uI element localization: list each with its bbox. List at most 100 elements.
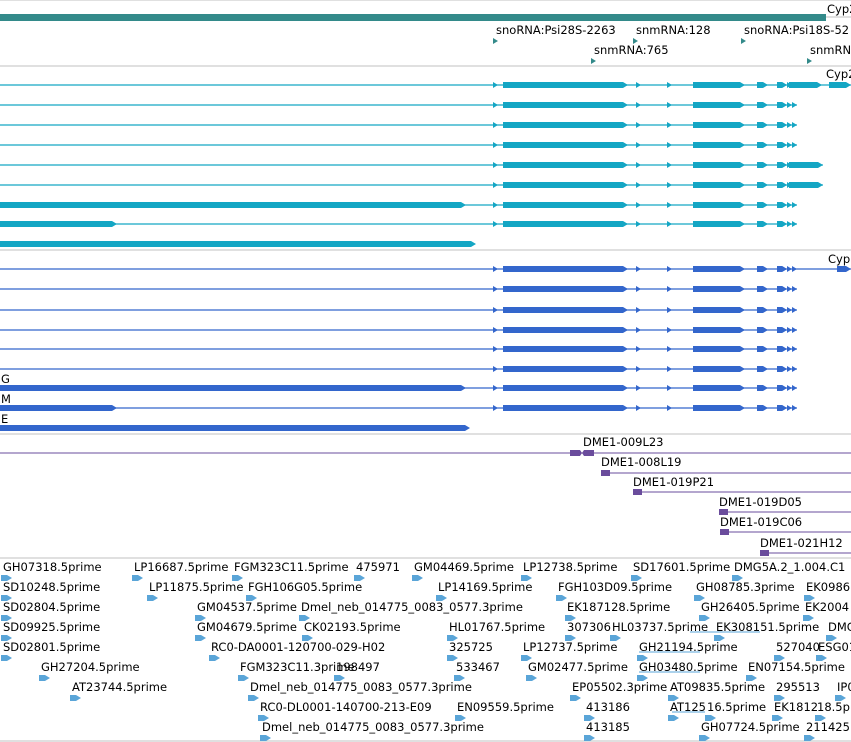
est-arrow-icon[interactable] bbox=[803, 615, 814, 621]
est-arrow-icon[interactable] bbox=[195, 635, 206, 641]
est-arrow-icon[interactable] bbox=[584, 715, 595, 721]
est-arrow-icon[interactable] bbox=[258, 715, 269, 721]
est-arrow-icon[interactable] bbox=[455, 715, 466, 721]
est-label[interactable]: FGM323C11.5prime bbox=[234, 560, 349, 574]
est-arrow-icon[interactable] bbox=[772, 715, 783, 721]
est-arrow-icon[interactable] bbox=[637, 655, 648, 661]
est-arrow-icon[interactable] bbox=[299, 615, 310, 621]
est-arrow-icon[interactable] bbox=[1, 635, 12, 641]
est-arrow-icon[interactable] bbox=[631, 575, 642, 581]
est-label[interactable]: DMG bbox=[828, 620, 851, 634]
est-label[interactable]: SD02804.5prime bbox=[3, 600, 100, 614]
est-label[interactable]: CK02193.5prime bbox=[304, 620, 401, 634]
est-arrow-icon[interactable] bbox=[1, 615, 12, 621]
est-label[interactable]: LP12738.5prime bbox=[523, 560, 617, 574]
est-arrow-icon[interactable] bbox=[570, 695, 581, 701]
est-label[interactable]: SD09925.5prime bbox=[3, 620, 100, 634]
est-arrow-icon[interactable] bbox=[209, 655, 220, 661]
est-label[interactable]: GH07724.5prime bbox=[701, 720, 800, 734]
est-label[interactable]: ESG0116 bbox=[818, 640, 851, 654]
est-label[interactable]: GH21194.5prime bbox=[639, 640, 738, 654]
est-label[interactable]: LP11875.5prime bbox=[149, 580, 243, 594]
est-arrow-icon[interactable] bbox=[699, 615, 710, 621]
gene-label[interactable]: Cyp2 bbox=[827, 2, 851, 16]
est-label[interactable]: 533467 bbox=[456, 660, 500, 674]
est-arrow-icon[interactable] bbox=[610, 635, 621, 641]
est-label[interactable]: EK187128.5prime bbox=[567, 600, 670, 614]
cdna-clone-label[interactable]: DME1-019C06 bbox=[720, 515, 802, 529]
est-arrow-icon[interactable] bbox=[521, 575, 532, 581]
cdna-clone-label[interactable]: DME1-019P21 bbox=[633, 475, 714, 489]
est-label[interactable]: 527040 bbox=[776, 640, 820, 654]
est-label[interactable]: IP0 bbox=[837, 680, 851, 694]
est-arrow-icon[interactable] bbox=[705, 715, 716, 721]
est-arrow-icon[interactable] bbox=[521, 655, 532, 661]
est-label[interactable]: SD17601.5prime bbox=[633, 560, 730, 574]
est-label[interactable]: 413185 bbox=[586, 720, 630, 734]
est-label[interactable]: DMG5A.2_1.004.C1 bbox=[734, 560, 845, 574]
gene-bar[interactable] bbox=[0, 14, 826, 21]
est-arrow-icon[interactable] bbox=[70, 695, 81, 701]
est-label[interactable]: FGH103D09.5prime bbox=[558, 580, 672, 594]
est-arrow-icon[interactable] bbox=[668, 715, 679, 721]
est-arrow-icon[interactable] bbox=[565, 635, 576, 641]
est-arrow-icon[interactable] bbox=[774, 695, 785, 701]
est-arrow-icon[interactable] bbox=[556, 595, 567, 601]
est-arrow-icon[interactable] bbox=[699, 735, 710, 741]
cdna-clone-label[interactable]: DME1-019D05 bbox=[719, 495, 802, 509]
est-arrow-icon[interactable] bbox=[668, 695, 679, 701]
est-label[interactable]: GH26405.5prime bbox=[701, 600, 800, 614]
est-label[interactable]: EK0986 bbox=[806, 580, 850, 594]
est-label[interactable]: 18.5p bbox=[817, 700, 850, 714]
est-arrow-icon[interactable] bbox=[826, 635, 837, 641]
est-label[interactable]: HL01767.5prime bbox=[449, 620, 545, 634]
est-arrow-icon[interactable] bbox=[637, 675, 648, 681]
est-label[interactable]: 325725 bbox=[449, 640, 493, 654]
est-arrow-icon[interactable] bbox=[816, 655, 827, 661]
est-arrow-icon[interactable] bbox=[246, 595, 257, 601]
ncrna-feature-label[interactable]: snoRNA:Psi28S-2263 bbox=[496, 23, 616, 37]
est-label[interactable]: EN07154.5prime bbox=[748, 660, 845, 674]
est-arrow-icon[interactable] bbox=[815, 715, 826, 721]
est-arrow-icon[interactable] bbox=[147, 595, 158, 601]
est-label[interactable]: Dmel_neb_014775_0083_0577.3prime bbox=[301, 600, 523, 614]
est-label[interactable]: GH07318.5prime bbox=[3, 560, 102, 574]
est-label[interactable]: HL03737.5prime bbox=[612, 620, 708, 634]
est-label[interactable]: 16.5prime bbox=[707, 700, 766, 714]
est-arrow-icon[interactable] bbox=[694, 595, 705, 601]
est-label[interactable]: GH08785.3prime bbox=[696, 580, 795, 594]
est-arrow-icon[interactable] bbox=[238, 675, 249, 681]
est-arrow-icon[interactable] bbox=[714, 635, 725, 641]
est-label[interactable]: RC0-DA0001-120700-029-H02 bbox=[211, 640, 385, 654]
est-label[interactable]: LP12737.5prime bbox=[523, 640, 617, 654]
est-label[interactable]: 211425 bbox=[806, 720, 850, 734]
est-arrow-icon[interactable] bbox=[232, 575, 243, 581]
est-label[interactable]: 295513 bbox=[776, 680, 820, 694]
est-label[interactable]: AT09835.5prime bbox=[670, 680, 765, 694]
est-arrow-icon[interactable] bbox=[804, 595, 815, 601]
est-arrow-icon[interactable] bbox=[454, 675, 465, 681]
est-label[interactable]: Dmel_neb_014775_0083_0577.3prime bbox=[250, 680, 472, 694]
est-arrow-icon[interactable] bbox=[526, 675, 537, 681]
est-label[interactable]: GM02477.5prime bbox=[528, 660, 628, 674]
est-arrow-icon[interactable] bbox=[132, 575, 143, 581]
est-label[interactable]: 413186 bbox=[586, 700, 630, 714]
est-label[interactable]: EN09559.5prime bbox=[457, 700, 554, 714]
ncrna-feature-label[interactable]: snmRNA bbox=[810, 43, 851, 57]
est-arrow-icon[interactable] bbox=[1, 595, 12, 601]
est-arrow-icon[interactable] bbox=[746, 675, 757, 681]
est-label[interactable]: GM04679.5prime bbox=[197, 620, 297, 634]
transcript-track-label[interactable]: Cyp bbox=[828, 252, 850, 266]
est-label[interactable]: 307306 bbox=[567, 620, 611, 634]
est-arrow-icon[interactable] bbox=[804, 735, 815, 741]
est-arrow-icon[interactable] bbox=[334, 675, 345, 681]
est-arrow-icon[interactable] bbox=[1, 655, 12, 661]
est-label[interactable]: AT125 bbox=[670, 700, 706, 714]
est-arrow-icon[interactable] bbox=[354, 575, 365, 581]
est-arrow-icon[interactable] bbox=[774, 655, 785, 661]
est-label[interactable]: 198497 bbox=[336, 660, 380, 674]
est-label[interactable]: LP16687.5prime bbox=[134, 560, 228, 574]
est-arrow-icon[interactable] bbox=[436, 595, 447, 601]
est-label[interactable]: LP14169.5prime bbox=[438, 580, 532, 594]
ncrna-feature-label[interactable]: snmRNA:765 bbox=[594, 43, 669, 57]
